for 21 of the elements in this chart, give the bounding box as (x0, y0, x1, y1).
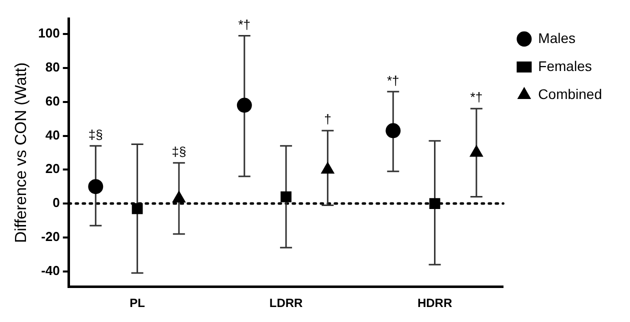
legend-label: Males (538, 30, 576, 46)
annotation: † (324, 112, 332, 127)
legend-label: Females (538, 58, 592, 74)
y-tick-label: 100 (38, 26, 60, 41)
x-tick-label: HDRR (417, 296, 452, 310)
annotation: ‡§ (88, 127, 103, 142)
y-tick-label: 80 (45, 60, 60, 75)
annotation: ‡§ (172, 144, 186, 159)
x-tick-label: LDRR (269, 296, 304, 310)
y-axis-title: Difference vs CON (Watt) (13, 62, 30, 243)
y-tick-label: -40 (41, 262, 60, 278)
annotation: *† (238, 16, 251, 32)
y-tick-label: 40 (45, 127, 60, 142)
y-tick-label: 60 (45, 93, 60, 108)
annotation: *† (470, 90, 483, 105)
y-tick-label: 20 (45, 161, 60, 176)
y-tick-label: 0 (52, 195, 60, 210)
legend-label: Combined (538, 86, 602, 102)
annotation: *† (386, 72, 400, 88)
y-tick-label: -20 (41, 229, 60, 244)
x-tick-label: PL (130, 296, 145, 310)
